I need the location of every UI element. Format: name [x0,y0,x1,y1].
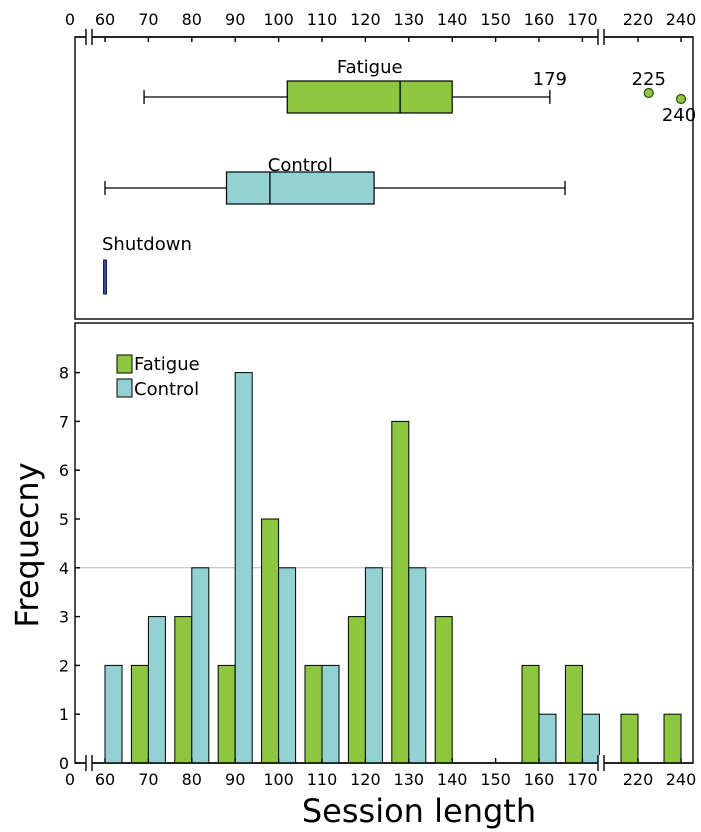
legend-swatch-control [116,378,133,398]
bar-control-80 [191,567,210,764]
bar-control-100 [278,567,297,764]
axis-break-gap [598,755,604,771]
x-tick-label: 220 [623,770,654,789]
bar-fatigue-80 [174,616,193,764]
box-iqr [286,80,453,114]
box-shutdown: Shutdown [102,234,192,295]
bar-fatigue-140 [434,616,453,764]
x-tick-label: 240 [666,770,697,789]
x-tick-label: 100 [263,770,294,789]
x-tick-label: 240 [666,10,697,29]
box-fatigue: Fatigue 179 225 240 [143,57,696,126]
bar-fatigue-240 [663,713,682,764]
boxplot-x-axis: 0 60 70 80 90 100 110 120 130 140 150 160 170 220 240 [65,10,696,45]
y-tick-label: 4 [59,559,69,578]
x-tick-label: 90 [225,10,245,29]
bar-fatigue-100 [261,518,280,764]
bar-fatigue-220 [620,713,639,764]
histogram-panel: 0 1 2 3 4 5 6 7 8 0 60 70 80 90 100 110 120 130 140 150 160… [8,322,696,830]
y-axis: 0 1 2 3 4 5 6 7 8 [59,364,80,773]
x-tick-label: 130 [394,10,425,29]
x-axis-title: Session length [302,792,536,830]
y-tick-label: 0 [59,754,69,773]
box-degenerate [103,259,107,295]
max-label: 179 [533,69,567,90]
x-tick-label: 150 [480,770,511,789]
histogram-bars [104,372,682,764]
x-tick-label: 100 [263,10,294,29]
y-tick-label: 2 [59,656,69,675]
x-tick-label: 80 [182,770,202,789]
outlier-label: 240 [662,105,696,126]
legend-label-fatigue: Fatigue [134,354,200,375]
x-tick-label: 0 [65,770,75,789]
bar-control-160 [538,713,557,764]
x-tick-label: 110 [307,770,338,789]
bar-control-110 [321,664,340,764]
y-tick-label: 3 [59,608,69,627]
y-tick-label: 8 [59,364,69,383]
bar-fatigue-110 [304,664,323,764]
y-tick-label: 1 [59,705,69,724]
x-tick-label: 70 [138,770,158,789]
bar-control-60 [104,664,123,764]
x-tick-label: 170 [567,10,598,29]
bar-fatigue-130 [391,420,410,764]
outlier-point [643,87,654,99]
box-label: Shutdown [102,234,192,255]
axis-break-gap [86,755,92,771]
legend-label-control: Control [134,379,199,400]
y-tick-label: 7 [59,412,69,431]
box-label: Control [268,155,333,176]
y-axis-title: Frequecny [8,462,46,627]
box-control: Control [104,155,566,205]
bar-control-120 [364,567,383,764]
axis-break-gap [598,29,604,45]
x-tick-label: 170 [567,770,598,789]
boxplot-series: Fatigue 179 225 240 Control Shutdown [102,57,696,295]
outlier-point [675,93,687,105]
x-tick-label: 160 [524,770,555,789]
bar-control-70 [147,616,166,764]
x-tick-label: 140 [437,10,468,29]
bar-fatigue-70 [130,664,149,764]
x-tick-label: 130 [394,770,425,789]
bar-control-90 [234,372,253,764]
legend: Fatigue Control [116,354,200,400]
boxplot-panel: 0 60 70 80 90 100 110 120 130 140 150 160 170 220 240 … [65,10,696,320]
x-tick-label: 150 [480,10,511,29]
x-tick-label: 90 [225,770,245,789]
x-tick-label: 120 [350,10,381,29]
outlier-label: 225 [632,69,666,90]
bar-fatigue-160 [521,664,540,764]
y-tick-label: 6 [59,461,69,480]
x-tick-label: 60 [95,10,115,29]
bar-control-130 [408,567,427,764]
axis-break-gap [86,29,92,45]
x-tick-label: 80 [182,10,202,29]
x-tick-label: 140 [437,770,468,789]
boxplot-frame [74,36,694,320]
x-tick-label: 120 [350,770,381,789]
x-tick-label: 0 [65,10,75,29]
bar-fatigue-120 [347,616,366,764]
x-tick-label: 160 [524,10,555,29]
x-tick-label: 220 [623,10,654,29]
histogram-x-axis: 0 60 70 80 90 100 110 120 130 140 150 160 170 220 240 [65,755,696,789]
legend-swatch-fatigue [116,354,133,374]
bar-fatigue-90 [217,664,236,764]
bar-fatigue-170 [564,664,583,764]
x-tick-label: 110 [307,10,338,29]
y-tick-label: 5 [59,510,69,529]
x-tick-label: 60 [95,770,115,789]
box-label: Fatigue [337,57,403,78]
bar-control-170 [581,713,600,764]
box-iqr [225,171,375,205]
x-tick-label: 70 [138,10,158,29]
